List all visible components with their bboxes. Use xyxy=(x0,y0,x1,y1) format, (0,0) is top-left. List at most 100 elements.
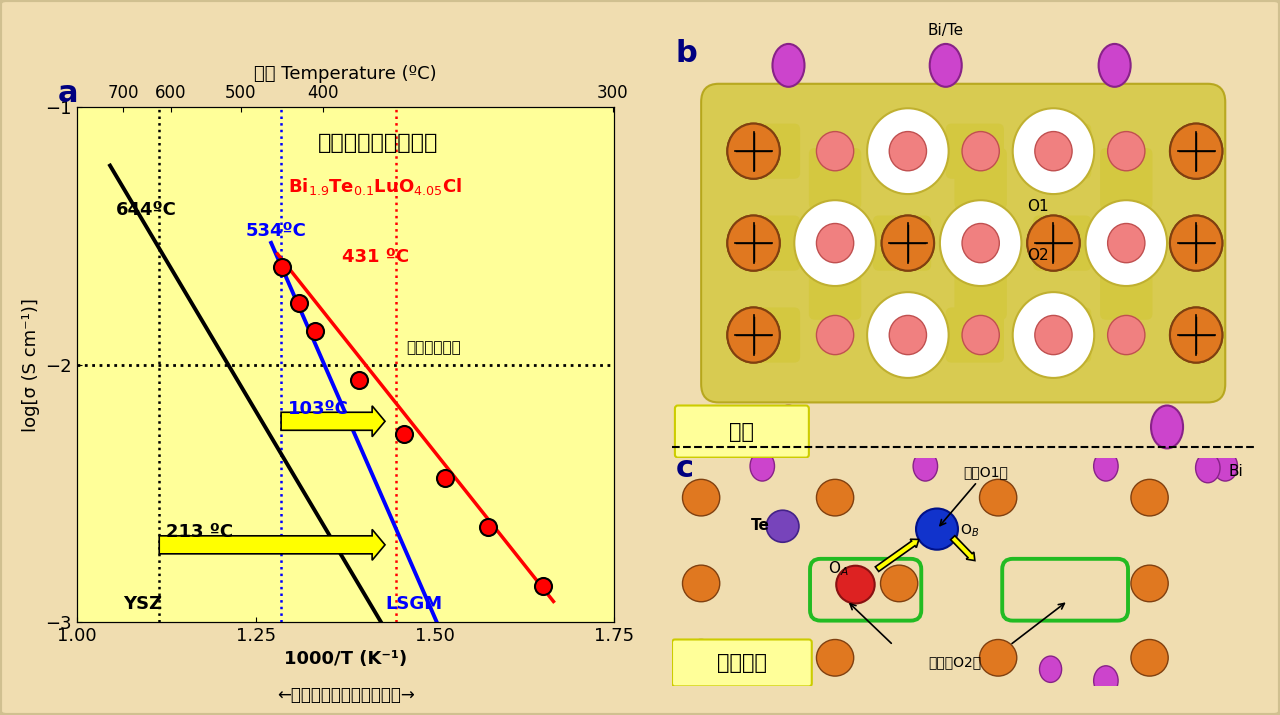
Text: 103ºC: 103ºC xyxy=(288,400,349,418)
FancyArrow shape xyxy=(282,406,385,437)
FancyBboxPatch shape xyxy=(675,405,809,458)
Point xyxy=(393,428,413,440)
Circle shape xyxy=(682,639,719,676)
Ellipse shape xyxy=(929,44,961,87)
Circle shape xyxy=(767,511,799,542)
Circle shape xyxy=(795,200,876,286)
Text: 格子O1席: 格子O1席 xyxy=(940,465,1009,526)
Point xyxy=(348,375,369,386)
Text: 酸化物イオン伝導度: 酸化物イオン伝導度 xyxy=(317,133,438,153)
Text: 格子間O2席: 格子間O2席 xyxy=(928,655,980,669)
FancyBboxPatch shape xyxy=(742,215,800,271)
Text: Bi/Te: Bi/Te xyxy=(928,23,964,38)
Circle shape xyxy=(727,307,780,363)
Circle shape xyxy=(1034,132,1073,171)
Circle shape xyxy=(1170,307,1222,363)
Circle shape xyxy=(916,508,957,550)
Circle shape xyxy=(940,200,1021,286)
Circle shape xyxy=(817,479,854,516)
Point xyxy=(477,521,498,533)
Circle shape xyxy=(1170,215,1222,271)
Circle shape xyxy=(727,124,780,179)
Circle shape xyxy=(1107,132,1144,171)
Circle shape xyxy=(1107,315,1144,355)
Circle shape xyxy=(817,224,854,262)
Text: 431 ºC: 431 ºC xyxy=(342,247,410,266)
FancyBboxPatch shape xyxy=(742,124,800,179)
Circle shape xyxy=(1085,200,1167,286)
Circle shape xyxy=(867,108,948,194)
Text: Bi: Bi xyxy=(1229,465,1243,479)
Circle shape xyxy=(882,215,934,271)
Circle shape xyxy=(890,315,927,355)
Circle shape xyxy=(727,215,780,271)
Text: 低温化に成功: 低温化に成功 xyxy=(407,340,461,355)
FancyBboxPatch shape xyxy=(873,124,931,179)
Circle shape xyxy=(836,566,874,603)
Point xyxy=(289,297,310,309)
Circle shape xyxy=(1132,479,1169,516)
Circle shape xyxy=(1132,565,1169,602)
Text: O$_A$: O$_A$ xyxy=(828,560,849,578)
Circle shape xyxy=(1034,224,1073,262)
Text: Te: Te xyxy=(750,518,769,533)
FancyBboxPatch shape xyxy=(946,215,1004,271)
X-axis label: 1000/Τ (K⁻¹): 1000/Τ (K⁻¹) xyxy=(284,651,407,669)
Ellipse shape xyxy=(750,451,774,481)
Circle shape xyxy=(682,479,719,516)
Text: 実験: 実験 xyxy=(730,422,754,442)
Circle shape xyxy=(979,479,1016,516)
FancyBboxPatch shape xyxy=(955,148,1007,209)
FancyBboxPatch shape xyxy=(742,307,800,363)
Circle shape xyxy=(817,315,854,355)
Text: YSZ: YSZ xyxy=(123,595,163,613)
FancyBboxPatch shape xyxy=(1100,258,1152,320)
FancyBboxPatch shape xyxy=(1033,307,1092,363)
Circle shape xyxy=(1012,292,1094,378)
Text: b: b xyxy=(676,39,698,69)
Circle shape xyxy=(1034,315,1073,355)
Ellipse shape xyxy=(772,44,805,87)
Ellipse shape xyxy=(1093,666,1119,696)
Circle shape xyxy=(1028,215,1080,271)
Circle shape xyxy=(1170,307,1222,363)
FancyBboxPatch shape xyxy=(1033,215,1092,271)
Text: ←高温　温度の逆数　低温→: ←高温 温度の逆数 低温→ xyxy=(276,686,415,704)
FancyBboxPatch shape xyxy=(1033,124,1092,179)
Text: 213 ºC: 213 ºC xyxy=(166,523,233,541)
Circle shape xyxy=(1170,124,1222,179)
Ellipse shape xyxy=(1213,451,1238,481)
Point xyxy=(271,261,292,272)
Circle shape xyxy=(727,215,780,271)
Circle shape xyxy=(1132,639,1169,676)
FancyBboxPatch shape xyxy=(955,258,1007,320)
Circle shape xyxy=(1107,224,1144,262)
Circle shape xyxy=(867,292,948,378)
Circle shape xyxy=(963,224,1000,262)
FancyBboxPatch shape xyxy=(946,307,1004,363)
Circle shape xyxy=(1028,215,1080,271)
FancyBboxPatch shape xyxy=(809,148,861,209)
Circle shape xyxy=(1170,215,1222,271)
FancyBboxPatch shape xyxy=(672,639,812,686)
Text: a: a xyxy=(58,79,78,108)
Ellipse shape xyxy=(772,405,805,448)
FancyBboxPatch shape xyxy=(1100,148,1152,209)
Circle shape xyxy=(890,132,927,171)
Text: c: c xyxy=(676,454,694,483)
Ellipse shape xyxy=(1098,44,1130,87)
Ellipse shape xyxy=(913,451,937,481)
Y-axis label: log[σ (S cm⁻¹)]: log[σ (S cm⁻¹)] xyxy=(22,297,40,432)
Circle shape xyxy=(882,215,934,271)
Text: 534ºC: 534ºC xyxy=(246,222,306,240)
Point xyxy=(305,325,325,337)
Circle shape xyxy=(963,315,1000,355)
Point xyxy=(532,581,553,592)
Circle shape xyxy=(817,132,854,171)
Circle shape xyxy=(1170,124,1222,179)
Ellipse shape xyxy=(1093,451,1119,481)
Circle shape xyxy=(881,565,918,602)
FancyArrow shape xyxy=(876,539,919,571)
Text: 理論計算: 理論計算 xyxy=(717,653,767,673)
FancyBboxPatch shape xyxy=(809,258,861,320)
